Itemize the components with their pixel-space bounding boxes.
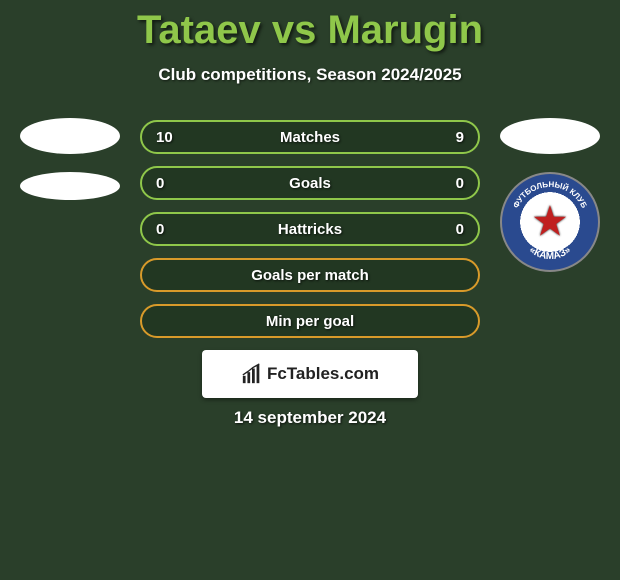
left-team-placeholder-2 — [20, 172, 120, 200]
stat-right-value: 9 — [424, 129, 464, 146]
stat-left-value: 0 — [156, 221, 196, 238]
page-title: Tataev vs Marugin — [0, 0, 620, 53]
left-team-placeholder-1 — [20, 118, 120, 154]
date-label: 14 september 2024 — [234, 408, 386, 428]
stat-row-hattricks: 0Hattricks0 — [140, 212, 480, 246]
stats-panel: 10Matches90Goals00Hattricks0Goals per ma… — [140, 120, 480, 350]
right-team-badge: ФУТБОЛЬНЫЙ КЛУБ «КАМАЗ» ★ — [500, 172, 600, 272]
stat-row-goals-per-match: Goals per match — [140, 258, 480, 292]
stat-label: Hattricks — [196, 221, 424, 238]
stat-label: Matches — [196, 129, 424, 146]
stat-right-value: 0 — [424, 221, 464, 238]
stat-row-min-per-goal: Min per goal — [140, 304, 480, 338]
stat-left-value: 0 — [156, 175, 196, 192]
season-subtitle: Club competitions, Season 2024/2025 — [0, 65, 620, 85]
stat-label: Goals — [196, 175, 424, 192]
svg-text:«КАМАЗ»: «КАМАЗ» — [527, 244, 573, 262]
stat-label: Min per goal — [156, 313, 464, 330]
stat-label: Goals per match — [156, 267, 464, 284]
badge-star-icon: ★ — [531, 197, 569, 246]
stat-row-goals: 0Goals0 — [140, 166, 480, 200]
left-team-column — [10, 118, 130, 218]
brand-label: FcTables.com — [241, 363, 379, 385]
stat-right-value: 0 — [424, 175, 464, 192]
stat-row-matches: 10Matches9 — [140, 120, 480, 154]
right-team-column: ФУТБОЛЬНЫЙ КЛУБ «КАМАЗ» ★ — [490, 118, 610, 272]
right-team-placeholder-1 — [500, 118, 600, 154]
chart-icon — [241, 363, 263, 385]
stat-left-value: 10 — [156, 129, 196, 146]
brand-box[interactable]: FcTables.com — [202, 350, 418, 398]
badge-bottom-text: «КАМАЗ» — [527, 244, 573, 262]
brand-text: FcTables.com — [267, 364, 379, 384]
